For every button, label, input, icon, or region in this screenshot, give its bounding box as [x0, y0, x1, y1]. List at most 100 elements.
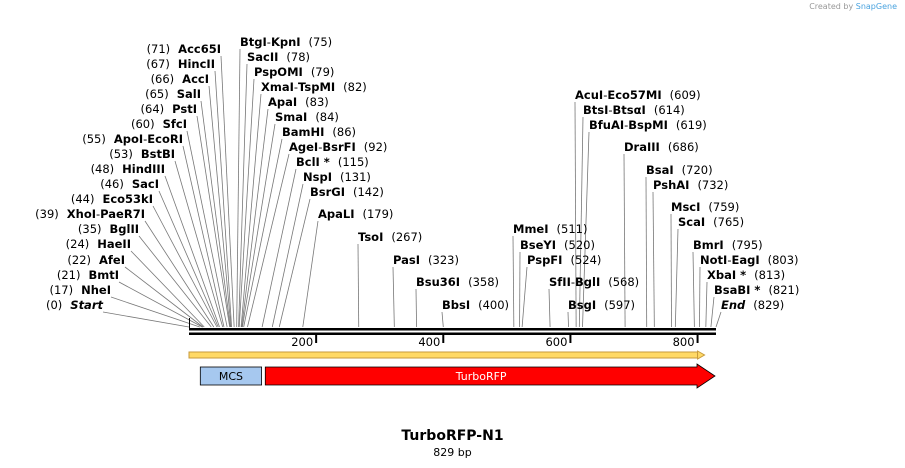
site-msci: MscI (759) — [671, 200, 739, 214]
leader-line-14 — [200, 100, 231, 328]
site-sali: SalI (65) — [145, 87, 201, 101]
enzyme-name: ApoI — [114, 132, 143, 146]
site-pspomi: PspOMI (79) — [254, 65, 334, 79]
site-position: (71) — [147, 42, 171, 56]
feature-label: TurboRFP — [455, 370, 507, 383]
enzyme-name: TsoI — [358, 230, 383, 244]
enzyme-name: NotI — [700, 253, 727, 267]
leader-line-0 — [102, 311, 190, 328]
enzyme-name: BclI * — [296, 155, 330, 169]
enzyme-name: BsrGI — [310, 185, 345, 199]
plasmid-length: 829 bp — [433, 446, 472, 459]
leader-line-8 — [158, 190, 219, 328]
name-separator: - — [96, 207, 100, 221]
enzyme-name: End — [721, 298, 746, 312]
site-pshai: PshAI (732) — [653, 178, 728, 192]
site-tsoi: TsoI (267) — [358, 230, 422, 244]
enzyme-name: HaeII — [97, 237, 131, 251]
tick-label-200: 200 — [291, 335, 313, 349]
site-position: (759) — [708, 200, 739, 214]
site-acci: AccI (66) — [151, 72, 209, 86]
leader-line-36 — [521, 266, 528, 328]
site-smai: SmaI (84) — [275, 110, 339, 124]
site-leader-lines — [102, 48, 722, 328]
site-bseyi: BseYI (520) — [520, 238, 595, 252]
enzyme-name: SacI — [132, 177, 159, 191]
site-xmai: XmaI - TspMI (82) — [261, 80, 367, 94]
enzyme-name: MmeI — [513, 222, 549, 236]
site-position: (21) — [57, 268, 81, 282]
enzyme-name: BsrFI — [322, 140, 355, 154]
leader-line-32 — [415, 288, 417, 328]
enzyme-name: SacII — [247, 50, 278, 64]
leader-line-27 — [271, 183, 304, 328]
site-position: (66) — [151, 72, 175, 86]
enzyme-name: Start — [70, 298, 103, 312]
enzyme-name: ScaI — [678, 215, 705, 229]
enzyme-name: BstBI — [141, 147, 175, 161]
site-position: (614) — [654, 103, 685, 117]
leader-line-41 — [582, 131, 590, 328]
site-hindiii: HindIII (48) — [91, 162, 165, 176]
site-position: (520) — [564, 238, 595, 252]
site-position: (83) — [305, 95, 329, 109]
enzyme-name: BtsαI — [613, 103, 646, 117]
site-position: (84) — [315, 110, 339, 124]
enzyme-name: SalI — [177, 87, 201, 101]
tick-label-800: 800 — [673, 335, 695, 349]
enzyme-name: BsaBI * — [714, 283, 760, 297]
site-bglii: BglII (35) — [78, 222, 139, 236]
leader-line-33 — [441, 311, 444, 328]
site-position: (732) — [697, 178, 728, 192]
feature-box — [199, 366, 263, 386]
enzyme-name: Acc65I — [178, 42, 221, 56]
site-position: (829) — [753, 298, 784, 312]
site-scai: ScaI (765) — [678, 215, 744, 229]
enzyme-name: PaeR7I — [100, 207, 145, 221]
enzyme-name: BglII — [110, 222, 140, 236]
enzyme-name: ApaI — [268, 95, 297, 109]
site-draiii: DraIII (686) — [624, 140, 699, 154]
enzyme-name: BseYI — [520, 238, 556, 252]
enzyme-name: PstI — [172, 102, 197, 116]
enzyme-name: AcuI — [575, 88, 603, 102]
site-position: (35) — [78, 222, 102, 236]
leader-line-51 — [715, 311, 722, 328]
site-bmti: BmtI (21) — [57, 268, 119, 282]
enzyme-name: BsgI — [568, 298, 596, 312]
site-position: (568) — [608, 275, 639, 289]
site-position: (24) — [66, 237, 90, 251]
site-sfii: SfII - BglI (568) — [549, 275, 639, 289]
site-mmei: MmeI (511) — [513, 222, 587, 236]
leader-line-11 — [182, 145, 225, 328]
enzyme-name: EagI — [731, 253, 759, 267]
name-separator: - — [143, 132, 147, 146]
enzyme-name: BsaI — [646, 163, 674, 177]
site-position: (17) — [50, 283, 74, 297]
site-afei: AfeI (22) — [67, 253, 125, 267]
feature-label: MCS — [219, 370, 243, 383]
leader-line-16 — [214, 70, 232, 328]
feature-arrow — [264, 363, 716, 389]
leader-line-22 — [241, 108, 269, 328]
enzyme-name: PspOMI — [254, 65, 303, 79]
enzyme-name: SfII — [549, 275, 571, 289]
site-position: (511) — [557, 222, 588, 236]
site-bmri: BmrI (795) — [693, 238, 763, 252]
enzyme-name: BmtI — [88, 268, 119, 282]
site-position: (795) — [732, 238, 763, 252]
site-agei: AgeI - BsrFI (92) — [289, 140, 387, 154]
leader-line-43 — [645, 176, 648, 328]
site-apali: ApaLI (179) — [318, 207, 393, 221]
enzyme-name: BtsI — [583, 103, 608, 117]
leader-line-18 — [236, 48, 241, 328]
site-position: (53) — [109, 147, 133, 161]
leader-line-15 — [208, 85, 232, 328]
site-position: (65) — [145, 87, 169, 101]
plasmid-name: TurboRFP-N1 — [401, 428, 504, 444]
leader-line-28 — [278, 198, 311, 328]
leader-line-34 — [512, 235, 515, 328]
site-start: Start (0) — [46, 298, 104, 312]
leader-line-19 — [238, 63, 248, 328]
enzyme-name: EcoRI — [147, 132, 183, 146]
